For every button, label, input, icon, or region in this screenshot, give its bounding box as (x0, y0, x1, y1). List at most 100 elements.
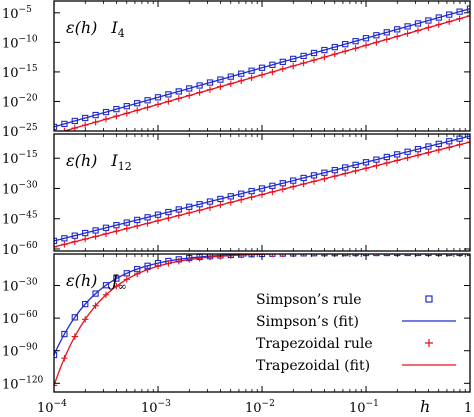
panel-frame (53, 0, 471, 132)
x-tick-label: 10−4 (37, 399, 67, 416)
data-point-square (435, 140, 442, 148)
y-tick-label: 10−60 (2, 241, 38, 258)
data-point-square (175, 88, 182, 95)
data-point-plus (175, 258, 182, 265)
y-tick-label: 10−45 (2, 211, 38, 228)
data-point-plus (331, 172, 338, 180)
data-point-plus (196, 254, 203, 262)
data-point-square (144, 214, 151, 221)
data-point-plus (113, 228, 120, 235)
data-point-plus (123, 276, 130, 283)
data-point-square (394, 26, 401, 33)
data-point-square (269, 61, 276, 68)
data-point-square (123, 219, 130, 226)
data-point-square (414, 145, 422, 153)
data-point-square (425, 143, 432, 150)
data-point-plus (279, 186, 286, 193)
y-tick-label: 10−60 (2, 310, 38, 327)
data-point-plus (342, 48, 349, 55)
data-point-square (331, 43, 338, 51)
data-point-plus (310, 56, 318, 64)
data-point-plus (362, 42, 370, 49)
data-point-plus (362, 165, 370, 172)
data-point-square (175, 206, 182, 213)
data-point-square (113, 275, 120, 282)
data-point-square (279, 180, 286, 187)
data-point-plus (394, 157, 401, 164)
data-point-square (404, 23, 411, 30)
data-point-square (414, 20, 422, 27)
data-point-plus (238, 196, 245, 203)
data-point-square (123, 270, 130, 277)
data-point-plus (154, 262, 162, 270)
data-point-square (134, 216, 141, 224)
data-point-square (61, 235, 68, 242)
data-point-plus (134, 107, 141, 114)
data-point-plus (61, 127, 68, 131)
data-point-plus (300, 180, 307, 188)
x-tick-label: 10−2 (245, 399, 275, 416)
data-point-plus (144, 266, 151, 273)
y-tick-label: 10−10 (2, 34, 38, 51)
data-point-square (113, 222, 120, 229)
data-point-square (144, 97, 151, 104)
data-point-square (82, 300, 89, 308)
x-axis-label: h (420, 397, 430, 416)
data-point-square (435, 14, 442, 21)
data-point-square (238, 190, 245, 197)
data-point-plus (269, 254, 276, 258)
x-tick-label: 10−3 (141, 399, 171, 416)
data-point-square (196, 82, 203, 89)
data-point-plus (386, 254, 388, 257)
y-tick-label: 10−90 (2, 343, 38, 360)
data-point-plus (303, 254, 305, 257)
data-point-square (82, 229, 89, 237)
data-point-square (248, 67, 255, 74)
panel-frame (53, 253, 471, 393)
data-point-square (71, 232, 78, 239)
data-point-square (238, 70, 245, 77)
data-point-plus (344, 254, 346, 257)
data-point-plus (175, 212, 182, 219)
data-point-square (186, 85, 193, 92)
data-point-plus (456, 141, 463, 148)
data-point-plus (71, 124, 78, 131)
data-point-plus (92, 118, 99, 126)
data-point-plus (113, 283, 120, 290)
data-point-square (290, 55, 297, 63)
legend-label: Trapezoidal rule (256, 336, 373, 352)
data-point-square (383, 29, 390, 36)
data-point-square (300, 52, 307, 60)
panel-label: ε(h) I4 (66, 18, 125, 40)
data-point-plus (92, 233, 99, 240)
data-point-square (446, 11, 453, 18)
data-point-plus (196, 89, 203, 96)
data-point-plus (456, 15, 463, 22)
data-point-plus (82, 235, 89, 243)
data-point-square (206, 79, 214, 86)
data-point-plus (134, 270, 141, 278)
data-point-square (331, 166, 338, 174)
data-point-plus (279, 254, 286, 257)
data-point-square (404, 148, 411, 155)
y-tick-label: 10−30 (2, 278, 38, 295)
data-point-square (373, 156, 380, 163)
data-point-plus (414, 151, 422, 159)
data-point-plus (206, 254, 214, 261)
panel-label: ε(h) J∞ (66, 271, 127, 293)
data-point-plus (331, 50, 338, 58)
data-point-square (352, 38, 359, 45)
data-point-plus (227, 80, 234, 87)
data-point-square (290, 177, 297, 184)
data-point-square (82, 114, 89, 122)
panel-1: 10−5 10−10 10−15 10−20 10−25 ε(h) I4 (2, 0, 471, 140)
data-point-plus (71, 333, 78, 340)
panel-frame (53, 133, 471, 252)
data-point-plus (82, 121, 89, 129)
data-point-plus (383, 159, 390, 167)
data-point-plus (248, 193, 255, 201)
data-point-plus (435, 146, 442, 154)
data-point-plus (61, 355, 68, 362)
data-point-square (92, 111, 99, 119)
legend-label: Simpson’s rule (256, 292, 362, 308)
